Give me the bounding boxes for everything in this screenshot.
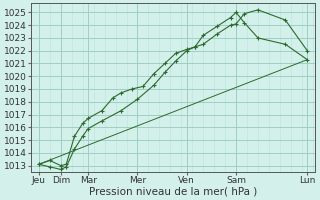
X-axis label: Pression niveau de la mer( hPa ): Pression niveau de la mer( hPa ) (89, 187, 257, 197)
